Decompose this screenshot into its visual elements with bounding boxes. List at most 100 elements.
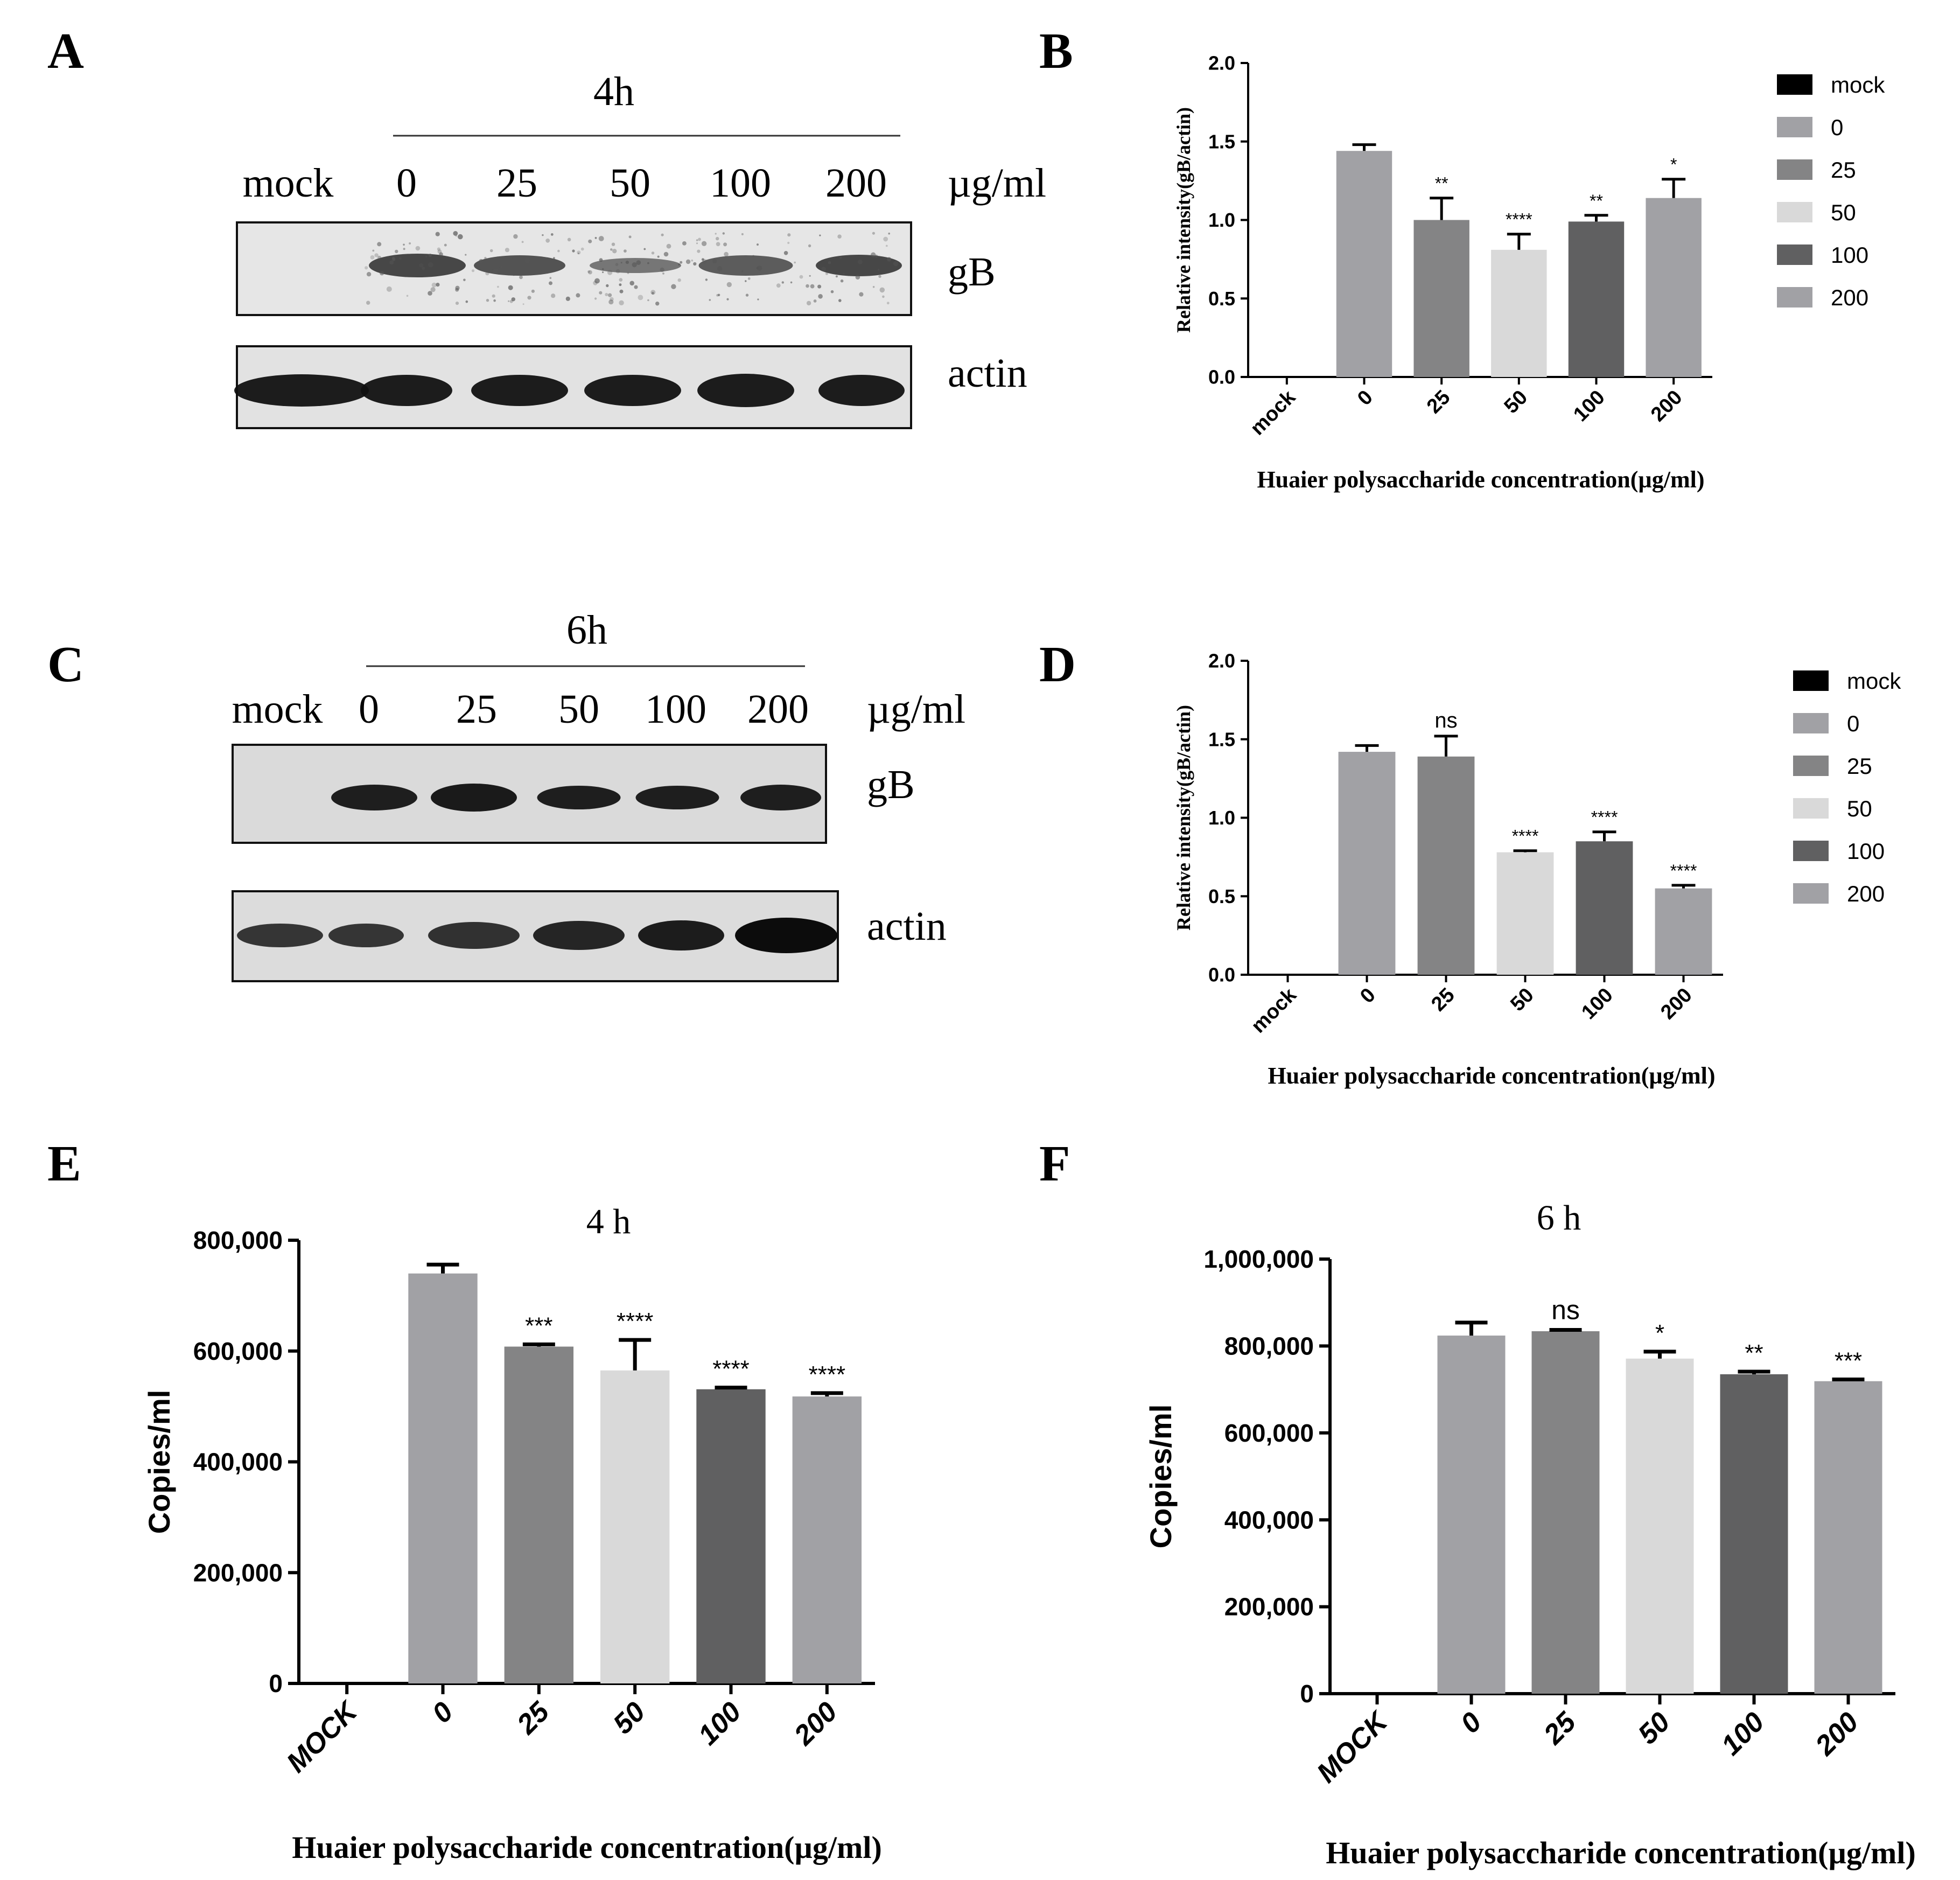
blot-speckle (682, 241, 687, 246)
legend-swatch-200 (1777, 287, 1812, 307)
legend-label-0: 0 (1831, 115, 1843, 140)
blot-speckle (660, 267, 664, 272)
blot-speckle (671, 284, 676, 289)
blot-speckle (463, 278, 466, 282)
blot-speckle (657, 255, 660, 258)
actin-band-lane-25 (471, 375, 568, 406)
blot-speckle (697, 249, 701, 253)
blot-speckle (455, 285, 460, 290)
y-tick-label: 0.5 (1208, 885, 1235, 907)
blot-speckle (817, 284, 822, 289)
blot-speckle (386, 286, 392, 292)
legend-swatch-200 (1793, 883, 1829, 904)
blot-speckle (757, 298, 759, 300)
blot-speckle (608, 299, 614, 305)
legend-label-mock: mock (1831, 72, 1885, 97)
gb-band-lane-100 (635, 786, 719, 809)
blot-speckle (399, 257, 402, 260)
blot-speckle (647, 299, 649, 302)
y-axis-label: Copies/ml (142, 1390, 176, 1534)
x-tick-label-100: 100 (1577, 984, 1618, 1024)
blot-speckle (799, 275, 803, 279)
blot-speckle (813, 299, 817, 303)
legend-swatch-100 (1793, 841, 1829, 861)
unit-label: µg/ml (948, 160, 1046, 206)
blot-speckle (370, 255, 375, 260)
blot-speckle (716, 236, 719, 241)
blot-speckle (415, 246, 421, 251)
blot-speckle (871, 252, 876, 257)
y-tick-label: 1.5 (1208, 728, 1235, 750)
blot-speckle (395, 249, 398, 254)
blot-speckle (647, 262, 649, 264)
blot-speckle (722, 232, 725, 235)
blot-speckle (453, 231, 458, 236)
x-tick-label-mock: mock (1247, 983, 1301, 1038)
y-tick-label: 400,000 (1224, 1506, 1314, 1534)
blot-speckle (693, 262, 697, 266)
blot-speckle (606, 284, 609, 288)
x-tick-label-25: 25 (1427, 984, 1459, 1016)
blot-speckle (611, 242, 615, 246)
x-tick-label-0: 0 (1455, 1706, 1488, 1739)
blot-speckle (723, 242, 727, 247)
x-tick-label-100: 100 (1716, 1706, 1770, 1761)
bar-100 (1568, 221, 1625, 377)
blot-speckle (391, 256, 395, 260)
blot-speckle (509, 299, 513, 303)
blot-speckle (619, 300, 624, 305)
blot-speckle (588, 270, 592, 275)
blot-speckle (781, 281, 785, 284)
lane-label-0: 0 (396, 160, 417, 206)
x-tick-label-mock: mock (1246, 386, 1300, 440)
x-tick-label-50: 50 (1500, 386, 1532, 418)
row-label-actin: actin (867, 904, 947, 949)
panel-letter-f: F (1039, 1136, 1070, 1192)
x-tick-label-25: 25 (1423, 386, 1455, 418)
blot-speckle (608, 293, 612, 297)
lane-label-mock: mock (243, 160, 334, 206)
legend-label-200: 200 (1831, 285, 1868, 310)
legend-swatch-50 (1793, 798, 1829, 819)
blot-speckle (484, 257, 487, 260)
blot-speckle (882, 295, 885, 298)
legend-swatch-mock (1793, 670, 1829, 691)
panel-letter-b: B (1039, 23, 1073, 79)
blot-speckle (587, 270, 590, 273)
y-tick-label: 2.0 (1208, 650, 1235, 672)
bar-100 (1720, 1374, 1788, 1694)
actin-band-lane-200 (818, 375, 905, 406)
blot-speckle (685, 259, 691, 264)
blot-speckle (663, 251, 669, 257)
blot-speckle (878, 275, 881, 278)
blot-speckle (487, 267, 493, 272)
blot-speckle (406, 295, 409, 297)
blot-speckle (705, 278, 708, 281)
blot-speckle (366, 300, 370, 305)
blot-speckle (615, 263, 619, 267)
y-tick-label: 0 (1300, 1680, 1314, 1708)
x-axis-label: Huaier polysaccharide concentration(µg/m… (1268, 1063, 1715, 1089)
chart-f-copies-6h: 0 200,000 400,000 600,000 800,000 1,000,000 MO… (1144, 1198, 1916, 1870)
blot-speckle (602, 271, 604, 274)
blot-speckle (565, 296, 570, 301)
actin-band-lane-mock (237, 924, 323, 947)
blot-speckle (493, 299, 496, 302)
y-tick-label: 1.0 (1208, 807, 1235, 829)
significance-100: **** (712, 1356, 750, 1382)
blot-speckle (505, 248, 510, 253)
actin-blot-box (236, 345, 912, 429)
blot-speckle (500, 265, 503, 268)
blot-speckle (726, 282, 732, 288)
bar-0 (1336, 151, 1392, 377)
blot-speckle (698, 237, 701, 241)
blot-speckle (745, 280, 747, 282)
panel-letter-a: A (47, 23, 84, 79)
blot-speckle (494, 268, 498, 272)
legend-label-25: 25 (1831, 157, 1856, 183)
blot-speckle (508, 285, 513, 290)
blot-speckle (696, 239, 698, 241)
y-tick-label: 1,000,000 (1203, 1245, 1314, 1273)
